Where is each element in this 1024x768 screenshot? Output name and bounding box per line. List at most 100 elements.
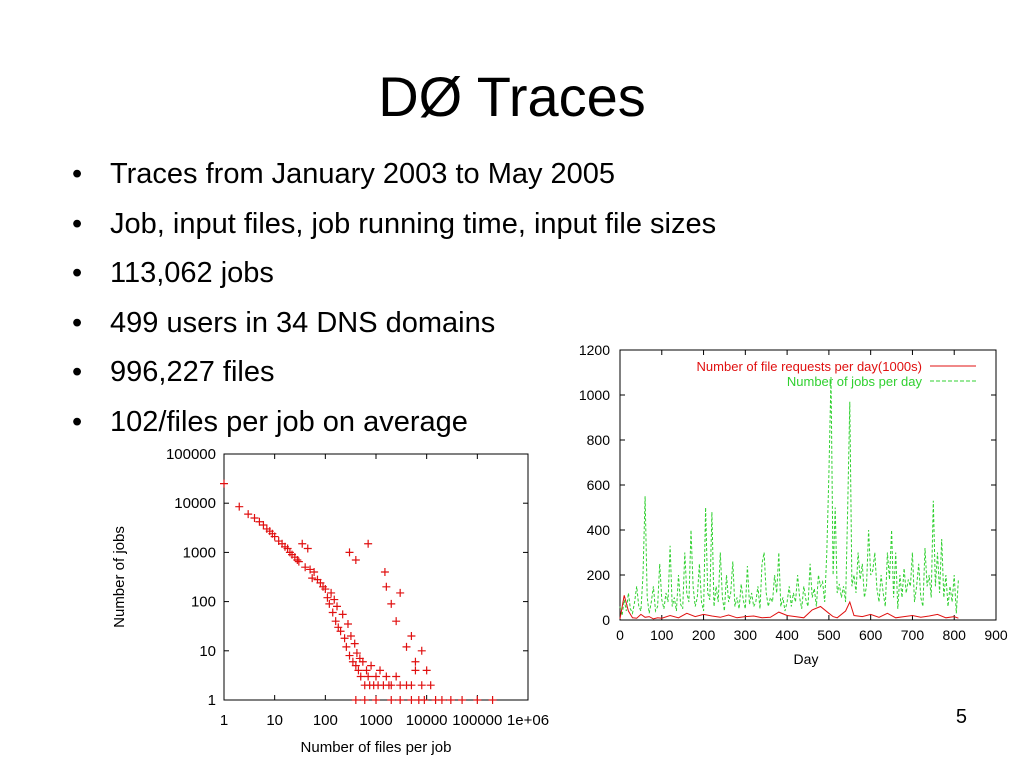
data-point [437, 696, 446, 704]
y-tick-label: 100000 [166, 446, 216, 463]
x-tick-label: 0 [616, 627, 624, 643]
data-point [420, 696, 429, 704]
x-tick-label: 200 [692, 627, 716, 643]
x-tick-label: 10 [266, 712, 283, 729]
data-point [303, 544, 312, 553]
data-point [417, 681, 426, 690]
bullet-text: Job, input files, job running time, inpu… [110, 207, 717, 240]
data-point [473, 696, 482, 704]
data-point [321, 585, 330, 594]
data-point [331, 617, 340, 626]
slide-title: DØ Traces [378, 65, 646, 128]
x-tick-label: 100 [313, 712, 338, 729]
y-tick-label: 400 [587, 522, 611, 538]
data-point [488, 696, 497, 704]
plot-frame [619, 349, 997, 621]
data-point [411, 666, 420, 675]
x-tick-label: 800 [943, 627, 967, 643]
data-point [387, 696, 396, 704]
data-point [354, 666, 363, 675]
data-point [301, 563, 310, 572]
page-number: 5 [955, 706, 967, 728]
data-point [293, 556, 302, 565]
data-point [392, 617, 401, 626]
data-point [250, 514, 259, 523]
data-point [407, 696, 416, 704]
x-tick-label: 10000 [406, 712, 448, 729]
data-point [294, 557, 303, 566]
data-point [327, 588, 336, 597]
data-point [342, 642, 351, 651]
data-point [407, 681, 416, 690]
y-tick-label: 0 [602, 612, 610, 628]
data-point [380, 567, 389, 576]
legend-label: Number of jobs per day [787, 374, 923, 389]
data-point [411, 657, 420, 666]
data-point [343, 620, 352, 629]
bullet-marker: • [72, 257, 83, 289]
y-tick-label: 1200 [579, 342, 610, 358]
bullet-marker: • [72, 356, 83, 388]
x-tick-label: 300 [734, 627, 758, 643]
data-point [372, 696, 380, 704]
data-point [392, 672, 401, 681]
data-point [255, 517, 264, 526]
data-point [336, 627, 345, 636]
data-point [364, 672, 373, 681]
data-point [328, 608, 337, 617]
data-point [235, 502, 244, 511]
bullet-item: • 102/files per job on average [72, 398, 716, 448]
bullet-list: • Traces from January 2003 to May 2005 • J… [72, 150, 716, 447]
bullet-marker: • [72, 405, 83, 438]
x-tick-label: 400 [775, 627, 799, 643]
data-point [298, 539, 307, 548]
y-tick-label: 600 [587, 477, 611, 493]
data-point [220, 479, 228, 488]
data-point [306, 565, 315, 574]
bullet-marker: • [72, 306, 83, 339]
y-tick-label: 800 [587, 432, 611, 448]
data-point [358, 657, 367, 666]
data-point [364, 539, 373, 548]
data-point [382, 582, 391, 591]
y-tick-label: 1 [208, 692, 216, 709]
x-tick-label: 700 [901, 627, 925, 643]
data-point [244, 510, 253, 519]
data-point [351, 661, 360, 670]
data-point [396, 588, 405, 597]
data-point [351, 696, 360, 704]
x-tick-label: 1e+06 [507, 712, 549, 729]
data-point [325, 599, 334, 608]
data-point [362, 666, 371, 675]
bullet-marker: • [72, 207, 83, 240]
bullet-text: Traces from January 2003 to May 2005 [110, 158, 616, 190]
data-point [402, 642, 411, 651]
data-point [372, 672, 380, 681]
data-point [417, 646, 426, 655]
data-point [350, 639, 359, 648]
y-tick-label: 1000 [579, 387, 610, 403]
data-point [387, 681, 396, 690]
bullet-text: 102/files per job on average [110, 405, 468, 438]
x-tick-label: 600 [859, 627, 883, 643]
y-tick-label: 200 [587, 567, 611, 583]
data-point [426, 681, 435, 690]
data-point [270, 532, 279, 541]
data-point [323, 593, 332, 602]
bullet-text: 499 users in 34 DNS domains [110, 306, 496, 339]
data-point [310, 567, 319, 576]
y-tick-label: 10 [199, 643, 216, 660]
y-tick-label: 100 [191, 594, 216, 611]
x-tick-label: 100 [650, 627, 674, 643]
legend-label: Number of file requests per day(1000s) [697, 359, 922, 374]
data-point [360, 696, 369, 704]
data-point [356, 672, 365, 681]
data-point [387, 599, 396, 608]
data-point [330, 595, 339, 604]
bullet-item: • 499 users in 34 DNS domains [72, 299, 716, 349]
bullet-item: • 996,227 files [72, 348, 716, 398]
data-point [367, 661, 376, 670]
x-axis-label: Day [794, 651, 819, 667]
jobs-line [619, 376, 959, 616]
